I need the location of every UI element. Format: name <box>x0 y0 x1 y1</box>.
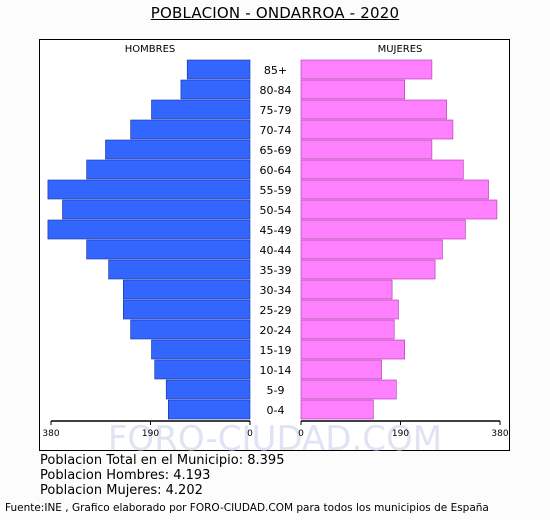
bar-hombres-75-79 <box>151 99 251 120</box>
x-tick-label: 0 <box>247 429 253 439</box>
bar-mujeres-70-74 <box>300 119 454 140</box>
bar-mujeres-35-39 <box>300 259 436 280</box>
male-population: Poblacion Hombres: 4.193 <box>40 468 211 483</box>
bar-mujeres-5-9 <box>300 379 397 400</box>
age-label-15-19: 15-19 <box>260 344 292 357</box>
bar-hombres-25-29 <box>123 299 251 320</box>
age-label-45-49: 45-49 <box>260 224 292 237</box>
bar-mujeres-0-4 <box>300 399 374 420</box>
total-population: Poblacion Total en el Municipio: 8.395 <box>40 453 285 468</box>
age-label-25-29: 25-29 <box>260 304 292 317</box>
legend-mujeres: MUJERES <box>378 44 423 55</box>
age-label-85+: 85+ <box>264 64 287 77</box>
x-tick-label: 190 <box>392 429 409 439</box>
x-tick-label: 0 <box>298 429 304 439</box>
age-label-30-34: 30-34 <box>260 284 292 297</box>
bar-mujeres-10-14 <box>300 359 382 380</box>
age-label-75-79: 75-79 <box>260 104 292 117</box>
bar-hombres-30-34 <box>123 279 251 300</box>
bar-hombres-5-9 <box>165 379 251 400</box>
bar-hombres-65-69 <box>105 139 251 160</box>
age-label-80-84: 80-84 <box>260 84 292 97</box>
bar-hombres-40-44 <box>86 239 251 260</box>
female-population: Poblacion Mujeres: 4.202 <box>40 483 203 498</box>
age-label-20-24: 20-24 <box>260 324 292 337</box>
bar-mujeres-15-19 <box>300 339 405 360</box>
bar-hombres-35-39 <box>108 259 251 280</box>
age-label-65-69: 65-69 <box>260 144 292 157</box>
chart-area: FORO-CIUDAD.COM HOMBRES MUJERES 85+ 80-84 75-… <box>39 39 510 452</box>
chart-title: POBLACION - ONDARROA - 2020 <box>150 4 400 22</box>
age-label-40-44: 40-44 <box>260 244 292 257</box>
bar-hombres-80-84 <box>180 79 251 100</box>
age-label-70-74: 70-74 <box>260 124 292 137</box>
bar-mujeres-65-69 <box>300 139 433 160</box>
bar-mujeres-25-29 <box>300 299 399 320</box>
age-label-5-9: 5-9 <box>267 384 285 397</box>
bar-hombres-10-14 <box>154 359 251 380</box>
bar-mujeres-85+ <box>300 59 433 80</box>
x-tick-label: 190 <box>142 429 159 439</box>
bar-hombres-50-54 <box>62 199 251 220</box>
bar-mujeres-55-59 <box>300 179 489 200</box>
bar-mujeres-45-49 <box>300 219 466 240</box>
age-label-60-64: 60-64 <box>260 164 292 177</box>
age-label-35-39: 35-39 <box>260 264 292 277</box>
bar-mujeres-20-24 <box>300 319 395 340</box>
age-label-10-14: 10-14 <box>260 364 292 377</box>
source-footer: Fuente:INE , Grafico elaborado por FORO-… <box>5 502 489 514</box>
bar-mujeres-80-84 <box>300 79 405 100</box>
legend-hombres: HOMBRES <box>125 44 176 55</box>
age-label-0-4: 0-4 <box>267 404 285 417</box>
bar-hombres-60-64 <box>86 159 251 180</box>
age-label-50-54: 50-54 <box>260 204 292 217</box>
bar-mujeres-60-64 <box>300 159 464 180</box>
age-label-55-59: 55-59 <box>260 184 292 197</box>
bar-mujeres-40-44 <box>300 239 443 260</box>
watermark: FORO-CIUDAD.COM <box>108 419 442 452</box>
bar-mujeres-50-54 <box>300 199 498 220</box>
bar-hombres-45-49 <box>47 219 251 240</box>
bar-mujeres-75-79 <box>300 99 447 120</box>
x-tick-label: 380 <box>491 429 508 439</box>
bar-hombres-0-4 <box>168 399 251 420</box>
bar-hombres-85+ <box>186 59 251 80</box>
population-pyramid: FORO-CIUDAD.COM HOMBRES MUJERES 85+ 80-84 75-… <box>42 44 508 452</box>
bar-hombres-55-59 <box>47 179 251 200</box>
bar-mujeres-30-34 <box>300 279 393 300</box>
x-tick-label: 380 <box>42 429 59 439</box>
bar-hombres-20-24 <box>130 319 251 340</box>
bar-hombres-15-19 <box>151 339 251 360</box>
bar-hombres-70-74 <box>130 119 251 140</box>
